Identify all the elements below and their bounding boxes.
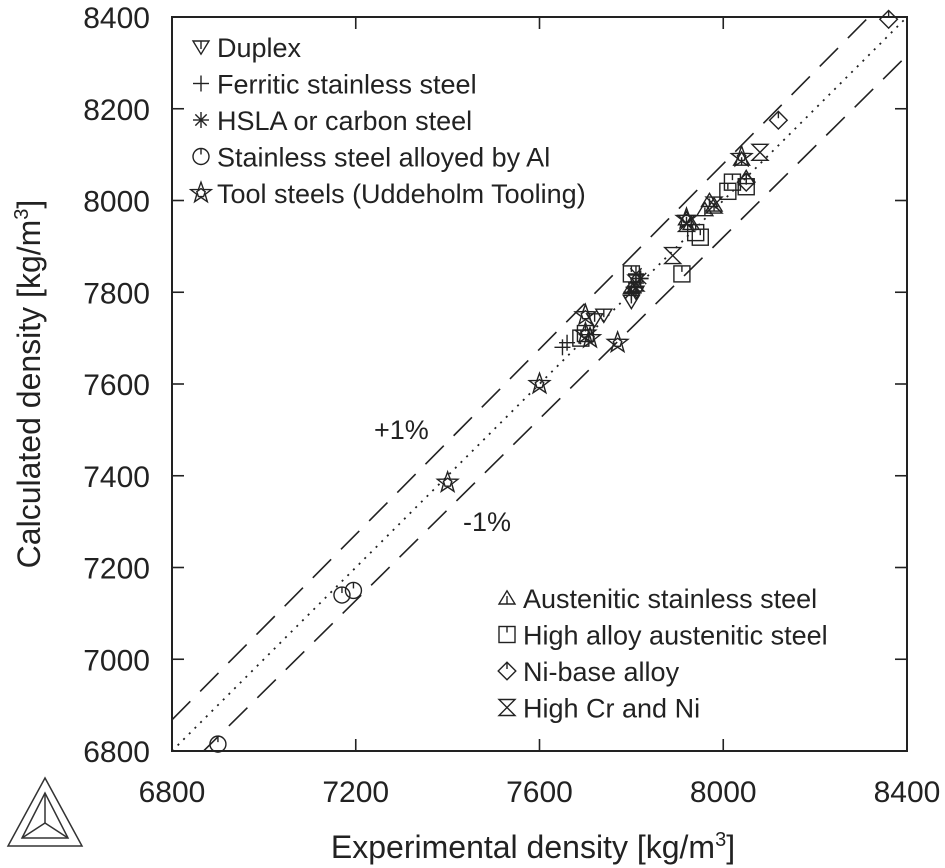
tick-labels: 6800 7200 7600 8000 8400 6800 7000 7200 7400 7600…: [83, 2, 940, 809]
data-point-tool: [435, 469, 460, 494]
data-point-high_cr_ni: [676, 214, 697, 233]
data-point-austenitic: [695, 201, 715, 217]
legend-top-left: Duplex Ferritic stainless steel HSLA or ca…: [188, 33, 586, 209]
axis-ticks: [171, 16, 908, 752]
data-point-high_cr_ni: [750, 143, 770, 162]
reference-lines: [172, 17, 907, 751]
data-point-ferritic: [554, 339, 571, 356]
y-tick-label: 7600: [83, 369, 150, 402]
data-points: [209, 9, 899, 753]
data-point-high_alloy: [622, 265, 641, 283]
y-tick-label: 8000: [83, 186, 150, 219]
data-point-high_cr_ni: [663, 246, 683, 265]
reference-line-lower: [202, 54, 907, 751]
legend-label-high_alloy: High alloy austenitic steel: [523, 621, 828, 651]
y-axis-title: Calculated density [kg/m3]: [11, 200, 47, 569]
x-tick-label: 8000: [690, 776, 757, 809]
x-tick-label: 6800: [139, 776, 206, 809]
data-point-austenitic: [732, 150, 751, 166]
legend-label-tool: Tool steels (Uddeholm Tooling): [217, 179, 586, 209]
x-tick-label: 7600: [506, 776, 573, 809]
legend-label-duplex: Duplex: [217, 33, 302, 63]
data-point-high_alloy: [723, 173, 742, 191]
legend-label-ni_base: Ni-base alloy: [523, 657, 680, 687]
legend-marker-high_cr_ni: [497, 698, 517, 717]
legend-bottom-right: Austenitic stainless steel High alloy aus…: [497, 584, 828, 724]
data-point-ni_base: [768, 110, 789, 131]
data-point-high_alloy: [572, 329, 590, 347]
y-tick-label: 8400: [83, 2, 150, 35]
data-point-tool: [527, 371, 552, 395]
legend-marker-high_alloy: [498, 625, 516, 644]
y-tick-label: 8200: [83, 94, 150, 127]
legend-marker-ferritic: [193, 75, 209, 92]
data-point-tool: [605, 329, 630, 354]
legend-marker-tool: [188, 180, 214, 204]
reference-line-identity: [172, 17, 907, 751]
plus-one-percent-label: +1%: [374, 415, 429, 445]
y-tick-label: 6800: [83, 736, 150, 769]
x-axis-title: Experimental density [kg/m3]: [331, 829, 735, 865]
data-point-ss_al: [209, 735, 227, 753]
data-point-ni_base: [878, 9, 899, 30]
data-point-tool: [573, 302, 598, 326]
legend-marker-hsla: [193, 112, 209, 128]
data-point-high_cr_ni: [704, 196, 724, 214]
reference-line-upper: [172, 17, 870, 721]
y-tick-label: 7400: [83, 461, 150, 494]
data-point-high_alloy: [719, 182, 737, 201]
data-point-high_cr_ni: [626, 274, 646, 292]
data-point-duplex: [594, 308, 614, 324]
legend-label-ss_al: Stainless steel alloyed by Al: [217, 143, 550, 173]
legend-label-high_cr_ni: High Cr and Ni: [523, 694, 700, 724]
legend-marker-ni_base: [497, 661, 517, 681]
legend-marker-duplex: [191, 40, 211, 56]
legend-marker-austenitic: [497, 589, 517, 605]
logo-icon: [6, 776, 84, 847]
legend-label-hsla: HSLA or carbon steel: [217, 106, 472, 136]
x-tick-label: 7200: [322, 776, 389, 809]
data-point-high_alloy: [691, 228, 709, 246]
legend-marker-ss_al: [192, 147, 210, 166]
x-tick-label: 8400: [874, 776, 941, 809]
data-point-high_alloy: [673, 265, 691, 283]
data-point-ni_base: [736, 172, 757, 192]
data-point-ss_al: [344, 581, 363, 600]
y-tick-label: 7200: [83, 553, 150, 586]
legend-label-austenitic: Austenitic stainless steel: [523, 584, 817, 614]
minus-one-percent-label: -1%: [463, 507, 511, 537]
y-tick-label: 7800: [83, 277, 150, 310]
y-tick-label: 7000: [83, 644, 150, 677]
legend-label-ferritic: Ferritic stainless steel: [217, 70, 477, 100]
data-point-ss_al: [333, 586, 351, 604]
